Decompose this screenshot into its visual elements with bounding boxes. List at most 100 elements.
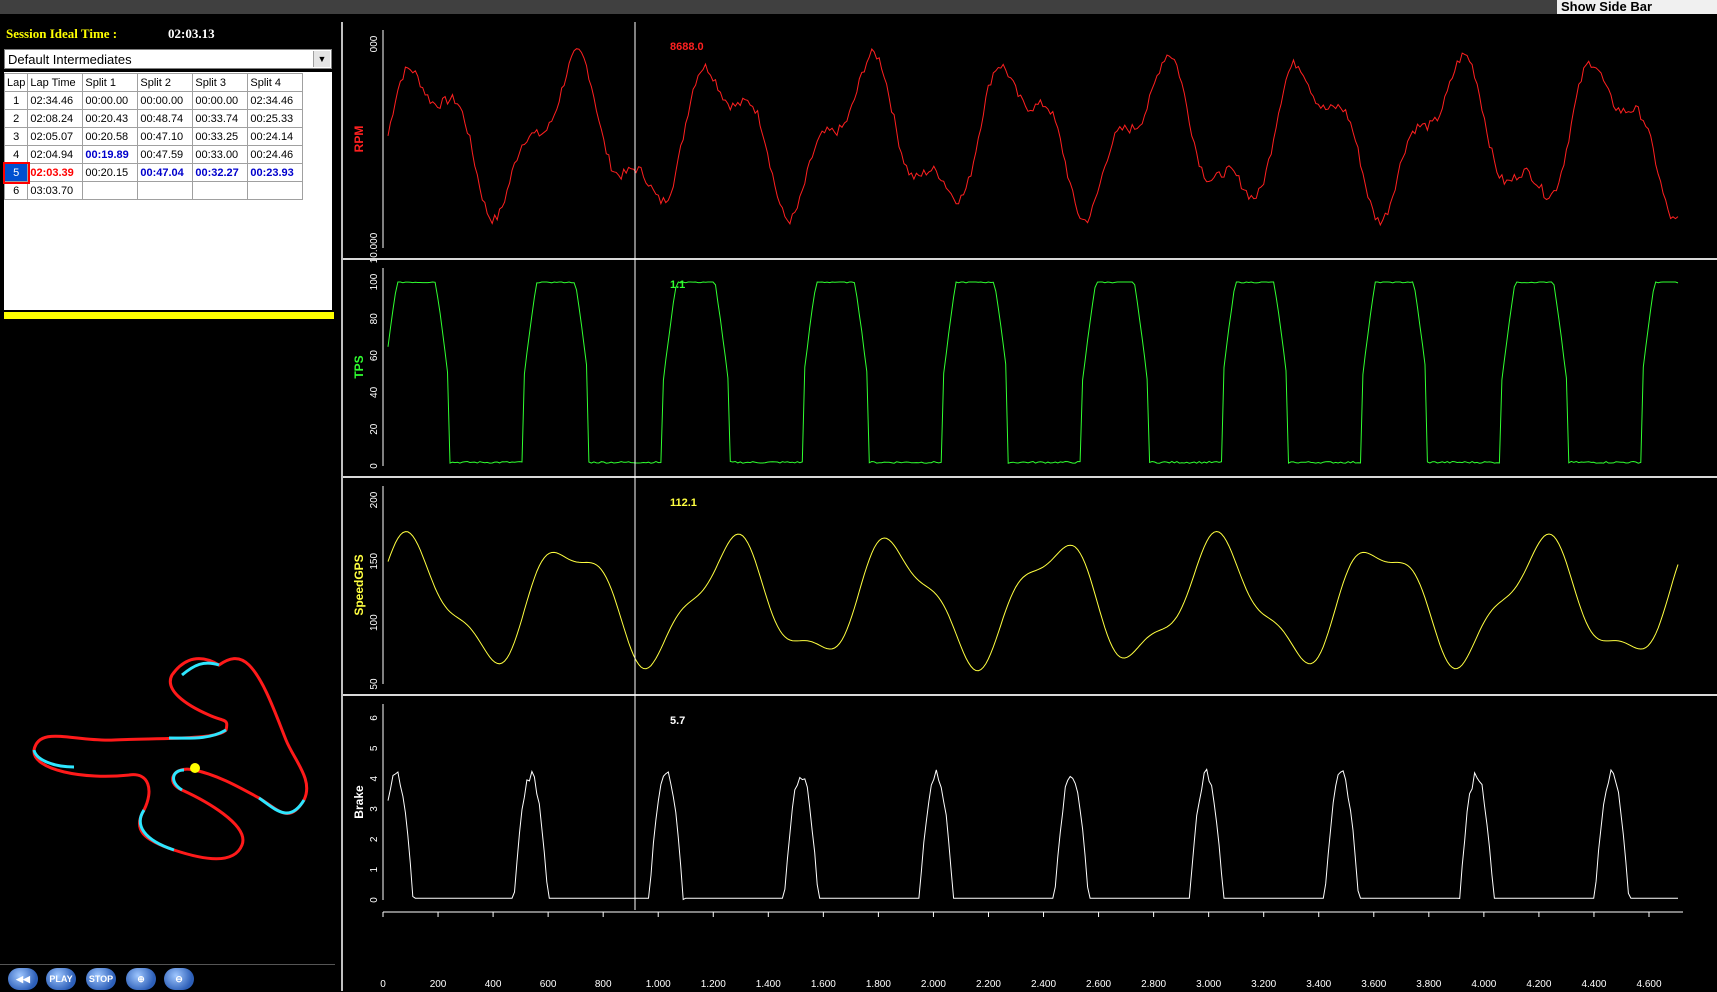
brake-tick-label: 6 xyxy=(369,715,380,721)
chevron-down-icon[interactable]: ▼ xyxy=(313,51,330,67)
lap-number: 5 xyxy=(2,161,30,184)
speed-series-line xyxy=(387,530,1679,672)
lap-row[interactable]: 2 02:08.24 00:20.43 00:48.74 00:33.74 00:25.3… xyxy=(3,109,304,128)
rewind-button[interactable]: ◀◀ xyxy=(8,968,38,990)
lap-time-cell: 02:08.24 xyxy=(27,109,84,128)
x-tick-label: 2.800 xyxy=(1141,979,1166,990)
stop-button[interactable]: STOP xyxy=(86,968,116,990)
split-cell: 00:00.00 xyxy=(192,91,249,110)
split-cell: 00:23.93 xyxy=(247,163,304,182)
split-cell: 00:24.14 xyxy=(247,127,304,146)
track-sector-cyan xyxy=(258,796,306,815)
telemetry-charts[interactable]: RPM 10.000 000 8688.0 TPS 0 20 40 60 80 100 1.1 Spee… xyxy=(341,22,1717,991)
x-tick-label: 400 xyxy=(485,979,502,990)
lap-time-cell: 02:05.07 xyxy=(27,127,84,146)
split-cell: 00:47.59 xyxy=(137,145,194,164)
split-cell: 00:47.10 xyxy=(137,127,194,146)
lap-time-cell: 02:34.46 xyxy=(27,91,84,110)
speed-tick-label: 200 xyxy=(369,491,380,508)
track-sector-cyan xyxy=(138,809,175,852)
track-map[interactable] xyxy=(4,320,334,964)
lap-time-cell: 02:04.94 xyxy=(27,145,84,164)
split-cell: 00:33.74 xyxy=(192,109,249,128)
split-cell: 00:00.00 xyxy=(137,91,194,110)
brake-tick-label: 0 xyxy=(369,897,380,903)
rpm-tick-label: 10.000 xyxy=(369,232,380,263)
speed-cursor-value: 112.1 xyxy=(670,497,697,509)
x-tick-label: 1.200 xyxy=(701,979,726,990)
play-button[interactable]: PLAY xyxy=(46,968,76,990)
top-bar xyxy=(0,0,1717,14)
x-tick-label: 3.000 xyxy=(1196,979,1221,990)
lap-row[interactable]: 6 03:03.70 xyxy=(3,181,304,200)
split-cell: 02:34.46 xyxy=(247,91,304,110)
tps-axis-label: TPS xyxy=(352,355,366,378)
session-ideal-time-label: Session Ideal Time : xyxy=(6,26,118,41)
brake-cursor-value: 5.7 xyxy=(670,715,685,727)
brake-tick-label: 4 xyxy=(369,775,380,781)
tps-tick-label: 40 xyxy=(369,386,380,398)
speed-tick-label: 100 xyxy=(369,614,380,631)
lap-time-cell: 02:03.39 xyxy=(27,163,84,182)
col-lap-time[interactable]: Lap Time xyxy=(27,73,84,92)
split-cell: 00:25.33 xyxy=(247,109,304,128)
zoom-out-button[interactable]: ⊖ xyxy=(164,968,194,990)
panel-separator xyxy=(343,258,1717,260)
split-cell xyxy=(247,181,304,200)
brake-tick-label: 5 xyxy=(369,745,380,751)
x-tick-label: 600 xyxy=(540,979,557,990)
lap-table: Lap Lap Time Split 1 Split 2 Split 3 Spl… xyxy=(2,73,304,200)
col-split-1[interactable]: Split 1 xyxy=(82,73,139,92)
x-tick-label: 4.000 xyxy=(1471,979,1496,990)
x-tick-label: 3.800 xyxy=(1416,979,1441,990)
lap-row[interactable]: 5 02:03.39 00:20.15 00:47.04 00:32.27 00:23.9… xyxy=(2,161,304,184)
x-tick-label: 4.400 xyxy=(1581,979,1606,990)
split-cell: 00:19.89 xyxy=(82,145,139,164)
tps-cursor-value: 1.1 xyxy=(670,279,685,291)
lap-number: 6 xyxy=(3,181,29,200)
split-cell xyxy=(82,181,139,200)
lap-row[interactable]: 3 02:05.07 00:20.58 00:47.10 00:33.25 00:24.1… xyxy=(3,127,304,146)
x-tick-label: 3.400 xyxy=(1306,979,1331,990)
intermediates-select[interactable]: Default Intermediates ▼ xyxy=(4,49,332,69)
show-side-bar-button[interactable]: Show Side Bar xyxy=(1557,0,1717,14)
track-sector-cyan xyxy=(181,661,220,677)
x-tick-label: 4.200 xyxy=(1526,979,1551,990)
split-cell: 00:24.46 xyxy=(247,145,304,164)
x-tick-label: 1.800 xyxy=(866,979,891,990)
rpm-tick-label: 000 xyxy=(369,35,380,52)
lap-time-cell: 03:03.70 xyxy=(27,181,84,200)
rpm-cursor-value: 8688.0 xyxy=(670,41,704,53)
rewind-icon: ◀◀ xyxy=(16,974,30,984)
x-tick-label: 1.600 xyxy=(811,979,836,990)
split-cell: 00:32.27 xyxy=(192,163,249,182)
brake-tick-label: 1 xyxy=(369,866,380,872)
speed-tick-label: 50 xyxy=(369,678,380,690)
track-sector-cyan xyxy=(32,749,75,769)
rpm-axis-label: RPM xyxy=(352,126,366,153)
tps-series-line xyxy=(387,281,1679,464)
split-cell xyxy=(137,181,194,200)
zoom-in-button[interactable]: ⊕ xyxy=(126,968,156,990)
session-ideal-time: Session Ideal Time : 02:03.13 xyxy=(4,24,334,44)
split-cell: 00:00.00 xyxy=(82,91,139,110)
col-lap[interactable]: Lap xyxy=(3,73,29,92)
rpm-series-line xyxy=(387,47,1679,227)
col-split-4[interactable]: Split 4 xyxy=(247,73,304,92)
lap-number: 1 xyxy=(3,91,29,110)
col-split-3[interactable]: Split 3 xyxy=(192,73,249,92)
session-ideal-time-value: 02:03.13 xyxy=(168,26,215,41)
lap-row[interactable]: 1 02:34.46 00:00.00 00:00.00 00:00.00 02:34.4… xyxy=(3,91,304,110)
tps-tick-label: 60 xyxy=(369,350,380,362)
lap-row[interactable]: 4 02:04.94 00:19.89 00:47.59 00:33.00 00:24.4… xyxy=(3,145,304,164)
x-tick-label: 1.000 xyxy=(646,979,671,990)
x-tick-label: 3.200 xyxy=(1251,979,1276,990)
panel-separator xyxy=(343,694,1717,696)
brake-axis-label: Brake xyxy=(352,785,366,819)
x-tick-label: 2.000 xyxy=(921,979,946,990)
col-split-2[interactable]: Split 2 xyxy=(137,73,194,92)
split-cell: 00:48.74 xyxy=(137,109,194,128)
playback-controls: ◀◀ PLAY STOP ⊕ ⊖ xyxy=(0,964,335,992)
split-cell: 00:33.00 xyxy=(192,145,249,164)
speed-tick-label: 150 xyxy=(369,553,380,570)
